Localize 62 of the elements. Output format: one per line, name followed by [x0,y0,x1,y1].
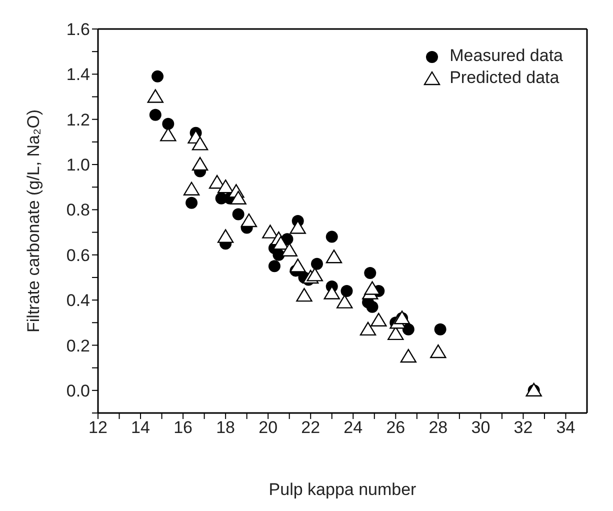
point [192,156,208,171]
y-tick-label: 1.0 [66,156,90,175]
x-tick-label: 22 [301,418,320,438]
legend-label: Predicted data [450,68,560,88]
x-tick-label: 32 [514,418,533,438]
y-tick-label: 1.4 [66,65,90,84]
x-tick-label: 14 [131,418,150,438]
point [217,229,234,243]
y-tick-label: 1.2 [66,110,90,130]
point [272,236,289,250]
point [400,348,417,363]
point [162,118,174,130]
point [370,312,387,326]
point [394,310,410,324]
point [217,180,234,194]
y-tick-label: 1.6 [66,20,90,40]
point [340,285,353,298]
y-tick-label: 0.6 [66,246,90,265]
x-tick-label: 16 [174,418,193,438]
point [336,294,353,308]
point [290,220,306,234]
legend-label: Measured data [450,46,563,66]
y-tick-label: 0.8 [66,200,90,220]
point [326,250,342,264]
point [360,322,376,336]
point [310,258,323,270]
point [281,242,298,256]
point [364,281,380,295]
x-tick-label: 24 [344,418,363,438]
x-tick-label: 26 [386,418,406,438]
x-tick-label: 30 [471,418,490,438]
point [152,70,164,82]
point [149,108,162,121]
point [183,182,200,196]
y-tick-label: 0.0 [66,381,90,400]
point [268,260,280,272]
point [326,230,338,243]
point [434,323,446,336]
x-tick-label: 18 [216,418,236,438]
x-tick-label: 34 [556,418,576,438]
y-tick-label: 0.4 [66,291,90,310]
point [186,196,198,209]
point [296,288,312,302]
x-axis-title: Pulp kappa number [268,480,417,500]
point [262,224,278,238]
x-tick-label: 20 [258,418,278,438]
point [402,323,414,336]
y-tick-label: 0.2 [66,336,90,356]
point [430,344,446,358]
point [240,213,258,228]
point [230,190,246,205]
point [364,266,376,279]
point [290,258,306,272]
x-tick-label: 12 [88,418,108,438]
point [306,268,323,282]
y-axis-title: Filtrate carbonate (g/L, Na₂O) [24,110,44,332]
point [160,128,176,142]
point [324,286,340,300]
x-tick-label: 28 [428,418,448,438]
point [192,136,208,150]
point [147,89,164,103]
point [232,208,244,220]
